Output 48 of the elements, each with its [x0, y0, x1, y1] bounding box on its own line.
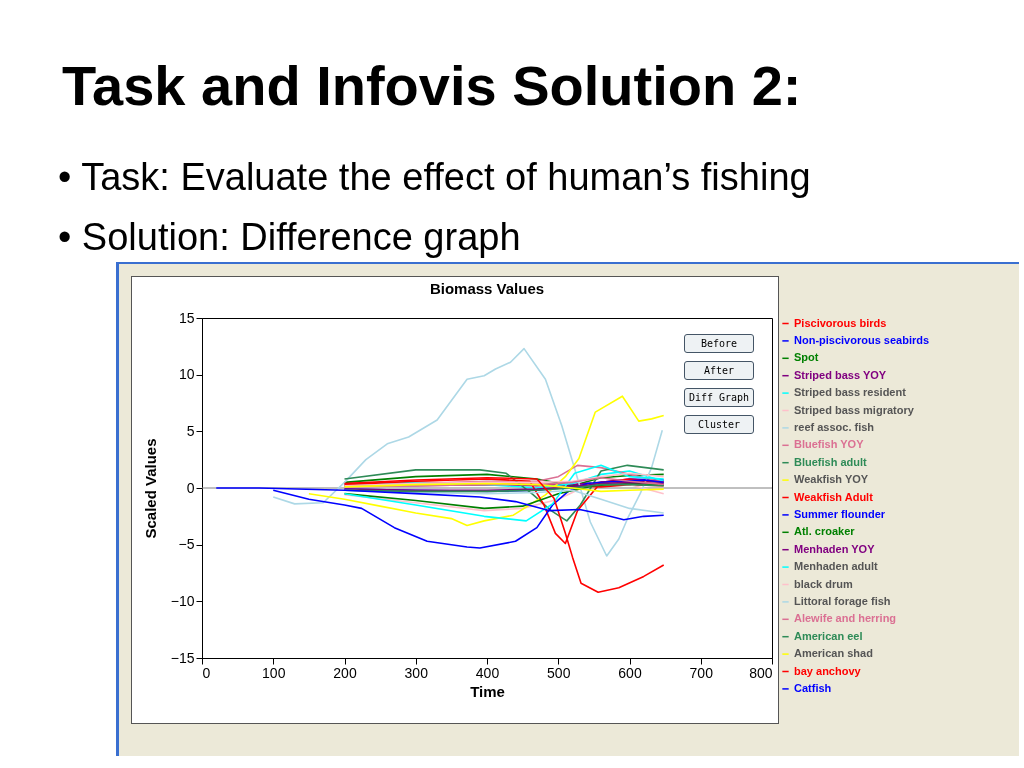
legend-label: Striped bass YOY	[794, 368, 887, 381]
chart-title: Task and Infovis Solution 2:	[62, 54, 802, 117]
legend-label: reef assoc. fish	[794, 420, 875, 433]
y-tick-label: 10	[178, 366, 195, 383]
legend-label: Catfish	[794, 681, 832, 694]
x-tick-label: 600	[618, 664, 642, 681]
legend-label: Alewife and herring	[794, 612, 897, 625]
legend-label: Spot	[794, 351, 819, 364]
legend-label: Non-piscivorous seabirds	[794, 333, 930, 346]
x-tick-label: 500	[547, 664, 571, 681]
legend-label: Piscivorous birds	[794, 316, 887, 329]
x-tick-label: 0	[202, 664, 211, 681]
y-tick-label: 0	[186, 479, 195, 496]
text: • Task: Evaluate the effect of human’s fishing	[58, 156, 811, 198]
button: Before	[684, 334, 754, 353]
legend-label: Striped bass migratory	[794, 403, 915, 416]
y-tick-label: −10	[170, 592, 195, 609]
y-tick-label: −5	[178, 536, 195, 553]
legend-label: bay anchovy	[794, 664, 862, 677]
legend-label: Littoral forage fish	[794, 594, 891, 607]
legend-label: Menhaden adult	[794, 560, 879, 573]
legend-label: American shad	[794, 647, 873, 660]
legend-label: Bluefish adult	[794, 455, 868, 468]
x-axis-title: Time	[470, 682, 505, 700]
x-tick-label: 700	[689, 664, 714, 681]
y-tick-label: 5	[186, 422, 195, 439]
button: Diff Graph	[684, 388, 754, 407]
legend-label: Weakfish Adult	[794, 490, 874, 503]
x-tick-label: 200	[333, 664, 357, 681]
button: After	[684, 361, 754, 380]
x-tick-label: 300	[404, 664, 429, 681]
legend-label: black drum	[794, 577, 853, 590]
legend-label: Atl. croaker	[794, 525, 856, 538]
legend-label: Menhaden YOY	[794, 542, 876, 555]
text: • Solution: Difference graph	[58, 216, 521, 258]
button: Cluster	[684, 415, 754, 434]
legend-label: Bluefish YOY	[794, 438, 865, 451]
y-axis-title: Scaled Values	[141, 438, 159, 539]
y-tick-label: −15	[170, 649, 195, 666]
y-tick-label: 15	[178, 309, 195, 326]
x-tick-label: 400	[475, 664, 500, 681]
chart-subtitle: Biomass Values	[429, 280, 545, 297]
x-tick-label: 100	[262, 664, 286, 681]
legend-label: American eel	[794, 629, 863, 642]
legend-label: Weakfish YOY	[794, 473, 869, 486]
x-tick-label: 800	[749, 664, 773, 681]
legend-label: Striped bass resident	[794, 386, 907, 399]
legend-label: Summer flounder	[794, 507, 886, 520]
